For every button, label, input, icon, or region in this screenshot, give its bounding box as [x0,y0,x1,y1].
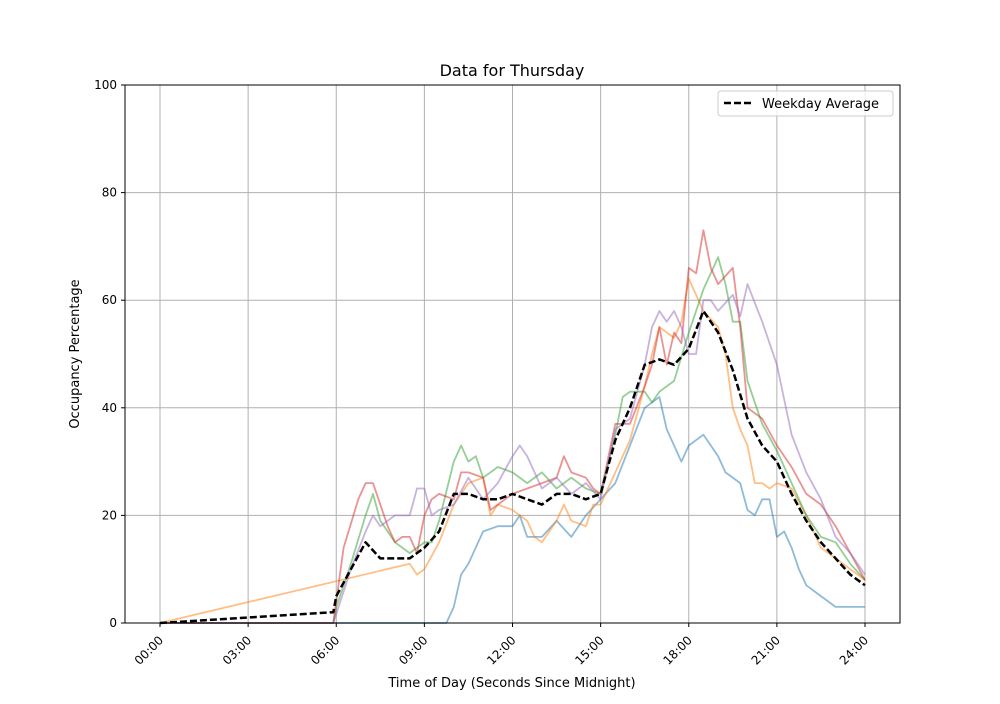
x-axis-label: Time of Day (Seconds Since Midnight) [387,676,635,691]
legend-box [717,90,894,117]
x-tick-label: 21:00 [749,633,783,667]
series-lines [159,229,866,625]
x-tick-label: 15:00 [572,633,606,667]
legend: Weekday Average [717,90,894,117]
y-axis-label: Occupancy Percentage [68,279,83,428]
y-tick-label: 100 [94,78,117,92]
y-tick-label: 0 [109,616,117,630]
y-tick-label: 80 [102,186,117,200]
y-tick-label: 60 [102,293,117,307]
chart-title: Data for Thursday [440,61,585,80]
x-tick-label: 18:00 [661,633,695,667]
x-tick-label: 03:00 [220,633,254,667]
series-line-1 [160,396,865,624]
series-line-4 [160,229,866,624]
series-line-5 [160,283,866,624]
x-tick-label: 00:00 [132,633,166,667]
y-tick-label: 20 [102,508,117,522]
x-tick-label: 12:00 [484,633,518,667]
ticks: 00:00 03:00 06:00 09:00 12:00 15:00 18:00 21:00… [94,78,871,668]
x-tick-label: 09:00 [396,633,430,667]
x-tick-label: 24:00 [837,633,871,667]
series-line-weekday-average [159,309,866,625]
legend-label-weekday-average: Weekday Average [762,97,879,112]
x-tick-label: 06:00 [308,633,342,667]
y-tick-label: 40 [102,401,117,415]
grid [125,84,900,624]
